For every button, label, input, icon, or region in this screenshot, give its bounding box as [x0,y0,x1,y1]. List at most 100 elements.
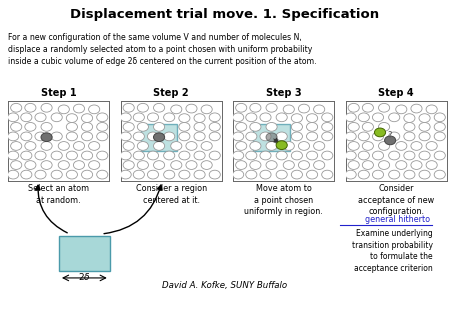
Circle shape [283,161,294,169]
Circle shape [283,105,294,114]
Circle shape [385,136,396,145]
Circle shape [322,113,333,122]
Circle shape [260,151,271,160]
Circle shape [179,170,190,179]
Circle shape [81,170,93,179]
Circle shape [194,151,205,160]
Circle shape [35,132,46,141]
Circle shape [171,161,182,169]
Text: ?: ? [387,131,392,140]
Circle shape [58,105,69,114]
Circle shape [233,113,244,122]
Circle shape [148,132,158,141]
Text: Examine underlying
transition probability
to formulate the
acceptance criterion: Examine underlying transition probabilit… [352,229,433,273]
Circle shape [411,142,422,150]
Circle shape [11,161,22,169]
Circle shape [194,170,205,179]
Circle shape [137,142,148,150]
Circle shape [153,123,165,131]
Circle shape [362,103,373,112]
Circle shape [306,170,318,179]
Circle shape [260,113,271,122]
Circle shape [362,123,373,131]
Circle shape [266,142,277,150]
Circle shape [51,170,62,179]
Circle shape [73,161,85,169]
Circle shape [66,132,77,141]
Circle shape [51,113,62,122]
Circle shape [404,123,415,131]
Circle shape [41,142,52,150]
Circle shape [298,142,310,150]
Circle shape [137,161,148,169]
Circle shape [276,151,287,160]
Circle shape [419,114,430,123]
Text: Step 3: Step 3 [266,88,302,98]
Circle shape [66,114,77,123]
Circle shape [233,170,244,179]
Circle shape [201,105,212,114]
Circle shape [276,113,287,122]
Circle shape [396,105,407,114]
Circle shape [233,151,244,160]
Circle shape [209,113,220,122]
Circle shape [120,113,131,122]
Circle shape [358,132,369,141]
Circle shape [41,103,52,112]
Circle shape [97,151,108,160]
Circle shape [246,151,257,160]
Circle shape [209,123,220,131]
Circle shape [358,170,369,179]
Circle shape [389,132,400,141]
Circle shape [11,123,22,131]
Circle shape [276,170,287,179]
Circle shape [21,151,32,160]
Text: Step 2: Step 2 [153,88,189,98]
Circle shape [97,113,108,122]
Circle shape [164,151,175,160]
Circle shape [404,132,415,141]
Circle shape [89,161,100,169]
Circle shape [434,170,446,179]
Circle shape [378,123,390,131]
Circle shape [298,104,310,113]
Circle shape [41,161,52,169]
Circle shape [404,151,415,160]
Circle shape [41,133,52,142]
Circle shape [389,113,400,122]
Circle shape [283,142,294,150]
Circle shape [276,141,287,149]
Circle shape [396,142,407,150]
Circle shape [171,142,182,150]
Circle shape [250,161,261,169]
Circle shape [306,132,318,141]
Circle shape [201,161,212,169]
Circle shape [411,161,422,169]
Circle shape [153,133,165,142]
Circle shape [25,103,36,112]
Circle shape [306,151,318,160]
Circle shape [260,132,271,141]
Circle shape [35,170,46,179]
Bar [253,124,290,151]
Circle shape [345,170,356,179]
Circle shape [419,151,430,160]
Circle shape [404,114,415,123]
Circle shape [97,132,108,141]
Circle shape [133,132,144,141]
Circle shape [396,161,407,169]
Circle shape [8,170,19,179]
Circle shape [314,161,325,169]
Circle shape [306,114,318,123]
Circle shape [345,113,356,122]
Circle shape [345,132,356,141]
Circle shape [81,114,93,123]
Circle shape [358,113,369,122]
Circle shape [314,142,325,150]
Circle shape [58,142,69,150]
Circle shape [201,142,212,150]
Circle shape [348,123,359,131]
Circle shape [21,170,32,179]
Circle shape [35,151,46,160]
Circle shape [8,132,19,141]
